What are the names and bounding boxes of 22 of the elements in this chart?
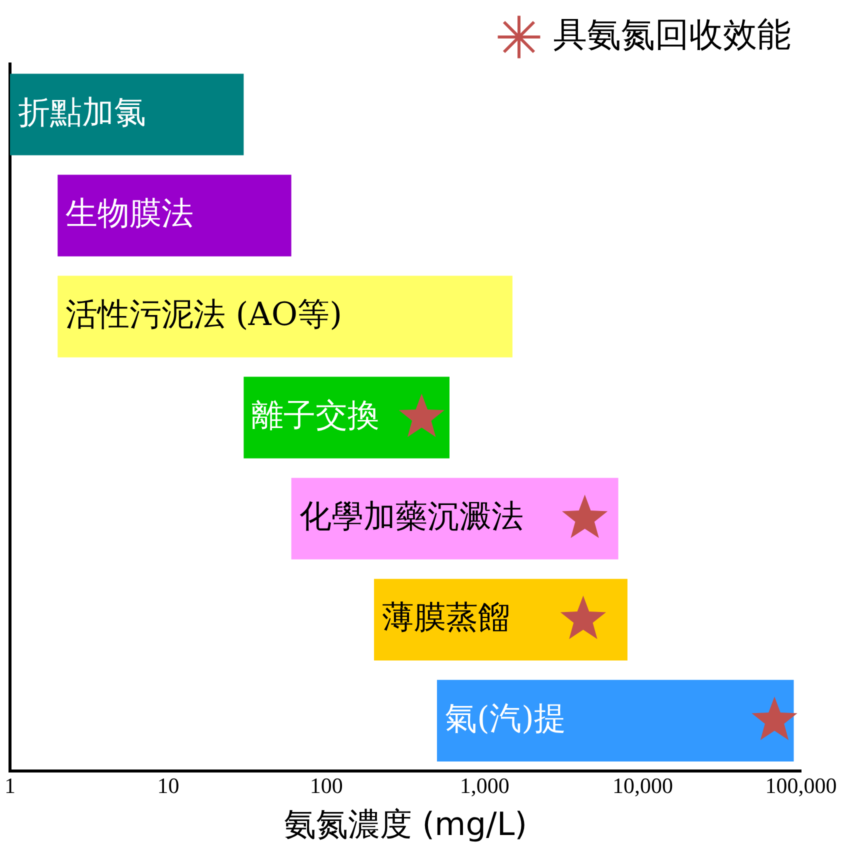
x-axis-title: 氨氮濃度 (mg/L) (284, 805, 528, 844)
y-tick-label: 離子交換 (252, 396, 380, 434)
bar (436, 680, 794, 762)
x-tick-label: 100,000 (765, 773, 837, 798)
y-tick-label: 化學加藥沉澱法 (299, 496, 524, 535)
y-tick-label: 薄膜蒸餾 (382, 598, 510, 636)
x-tick-label: 100 (310, 773, 343, 798)
x-tick-label: 1 (4, 773, 16, 798)
bar (244, 376, 450, 458)
bar (374, 578, 628, 660)
bar (58, 276, 512, 358)
y-tick-label: 折點加氯 (18, 92, 146, 131)
x-tick-label: 10 (157, 773, 180, 798)
bar (58, 174, 292, 256)
bar (291, 478, 618, 560)
y-tick-label: 生物膜法 (66, 194, 194, 232)
x-tick-label: 1,000 (460, 773, 510, 798)
y-tick-label: 氣(汽)提 (444, 699, 566, 737)
y-tick-label: 活性污泥法 (AO等) (66, 294, 342, 333)
x-tick-label: 10,000 (612, 773, 674, 798)
bar (10, 74, 244, 156)
legend-label: 具氨氮回收效能 (553, 14, 791, 55)
